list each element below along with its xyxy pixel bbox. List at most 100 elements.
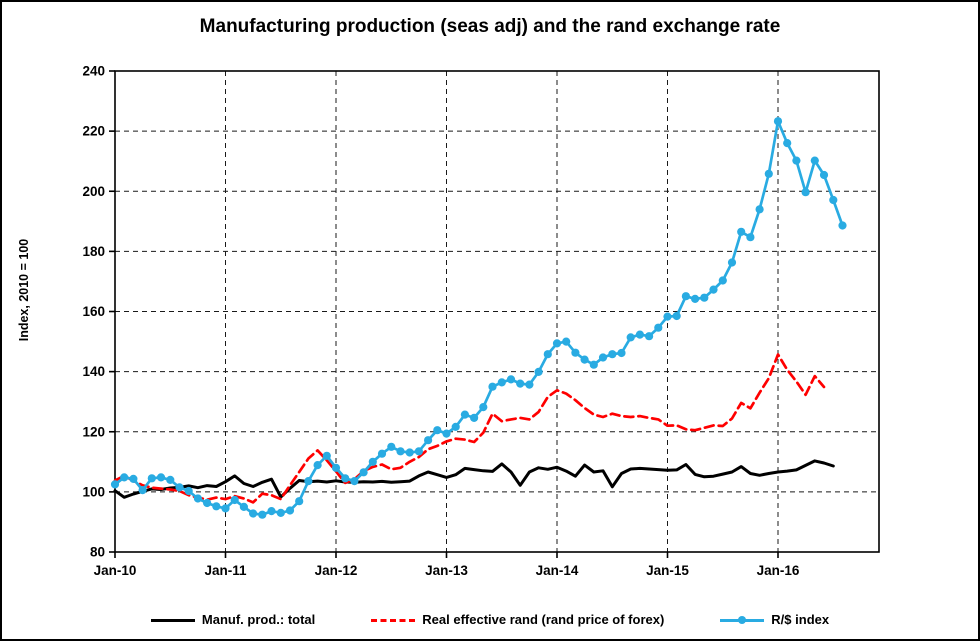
y-tick-label: 160 (82, 304, 105, 319)
x-tick-label: Jan-12 (315, 563, 358, 578)
data-point-marker (810, 156, 819, 165)
data-point-marker (626, 333, 635, 342)
data-point-marker (672, 311, 681, 321)
data-point-marker (138, 486, 147, 495)
series-manuf-prod-total (113, 459, 835, 499)
data-point-marker (617, 348, 626, 358)
data-point-marker (258, 510, 267, 519)
data-point-marker (829, 195, 838, 205)
series-real-effective-rand (113, 353, 826, 504)
data-point-marker (387, 442, 396, 451)
data-point-marker (267, 507, 276, 516)
data-point-marker (488, 382, 497, 391)
data-point-marker (129, 474, 138, 483)
data-point-marker (479, 403, 488, 412)
data-point-marker (239, 502, 248, 511)
data-point-marker (193, 494, 202, 503)
data-point-marker (424, 436, 433, 445)
y-tick-label: 180 (82, 244, 105, 259)
y-tick-label: 100 (82, 484, 105, 499)
legend-item-real-effective-rand: Real effective rand (rand price of forex… (371, 612, 664, 627)
data-point-marker (691, 294, 700, 303)
data-point-marker (203, 498, 212, 508)
y-tick-label: 240 (82, 64, 105, 79)
y-tick-label: 140 (82, 364, 105, 379)
data-point-marker (285, 506, 295, 515)
series-rand-dollar-index (110, 117, 847, 519)
x-tick-label: Jan-11 (204, 563, 247, 578)
data-point-marker (506, 375, 516, 384)
data-point-marker (212, 502, 221, 511)
data-point-marker (635, 330, 645, 339)
data-point-marker (516, 379, 525, 388)
black-line-swatch (150, 614, 195, 626)
data-point-marker (377, 449, 387, 458)
y-tick-label: 120 (82, 424, 105, 439)
data-point-marker (331, 463, 341, 472)
data-point-marker (525, 380, 534, 389)
y-tick-label: 80 (90, 545, 105, 560)
data-point-marker (497, 378, 506, 387)
data-point-marker (792, 156, 801, 165)
data-point-marker (313, 461, 322, 470)
legend-label: Real effective rand (rand price of forex… (422, 612, 665, 627)
data-point-marker (801, 188, 810, 197)
data-point-marker (304, 477, 313, 486)
chart-legend: Manuf. prod.: total Real effective rand … (2, 612, 978, 627)
data-point-marker (221, 504, 230, 513)
x-tick-label: Jan-14 (536, 563, 579, 578)
data-point-marker (156, 473, 166, 482)
chart-title: Manufacturing production (seas adj) and … (199, 16, 781, 37)
data-point-marker (120, 473, 129, 482)
data-point-marker (534, 367, 543, 376)
data-point-marker (562, 337, 571, 346)
data-point-marker (295, 497, 304, 506)
data-point-marker (147, 474, 156, 483)
data-point-marker (571, 348, 580, 357)
data-point-marker (166, 475, 175, 484)
data-point-marker (442, 429, 451, 438)
data-point-marker (249, 509, 258, 518)
y-tick-label: 220 (82, 124, 105, 139)
data-point-marker (543, 350, 552, 359)
x-tick-label: Jan-16 (757, 563, 800, 578)
data-point-marker (368, 457, 377, 466)
data-point-marker (470, 413, 479, 422)
red-dashed-swatch (371, 614, 416, 626)
data-point-marker (764, 169, 773, 178)
data-point-marker (341, 474, 350, 483)
data-point-marker (598, 353, 608, 362)
data-point-marker (681, 292, 691, 301)
data-point-marker (700, 293, 709, 302)
data-point-marker (552, 339, 562, 348)
data-point-marker (580, 355, 589, 364)
data-point-marker (414, 447, 423, 456)
legend-label: Manuf. prod.: total (201, 612, 316, 627)
data-point-marker (230, 495, 239, 505)
data-point-marker (746, 233, 755, 242)
data-point-marker (838, 221, 847, 230)
data-point-marker (460, 410, 469, 419)
chart-plot: 80 100 120 140 160 180 200 220 240 Jan-10 Jan-11 Ja… (82, 64, 880, 578)
data-point-marker (276, 508, 285, 517)
data-point-marker (405, 448, 414, 457)
data-point-marker (718, 276, 727, 285)
data-point-marker (608, 350, 617, 359)
data-point-marker (589, 360, 598, 369)
data-point-marker (709, 285, 718, 294)
x-tick-label: Jan-13 (425, 563, 468, 578)
data-point-marker (727, 258, 737, 267)
data-point-marker (433, 426, 442, 435)
legend-item-rand-dollar-index: R/$ index (720, 612, 829, 627)
data-point-marker (175, 483, 184, 492)
blue-marker-swatch (720, 614, 765, 626)
data-point-marker (110, 480, 120, 489)
x-tick-label: Jan-10 (94, 563, 137, 578)
data-point-marker (773, 117, 783, 126)
legend-label: R/$ index (771, 612, 830, 627)
data-point-marker (737, 227, 746, 236)
data-point-marker (396, 447, 405, 456)
data-point-marker (783, 139, 792, 148)
data-point-marker (359, 468, 368, 477)
